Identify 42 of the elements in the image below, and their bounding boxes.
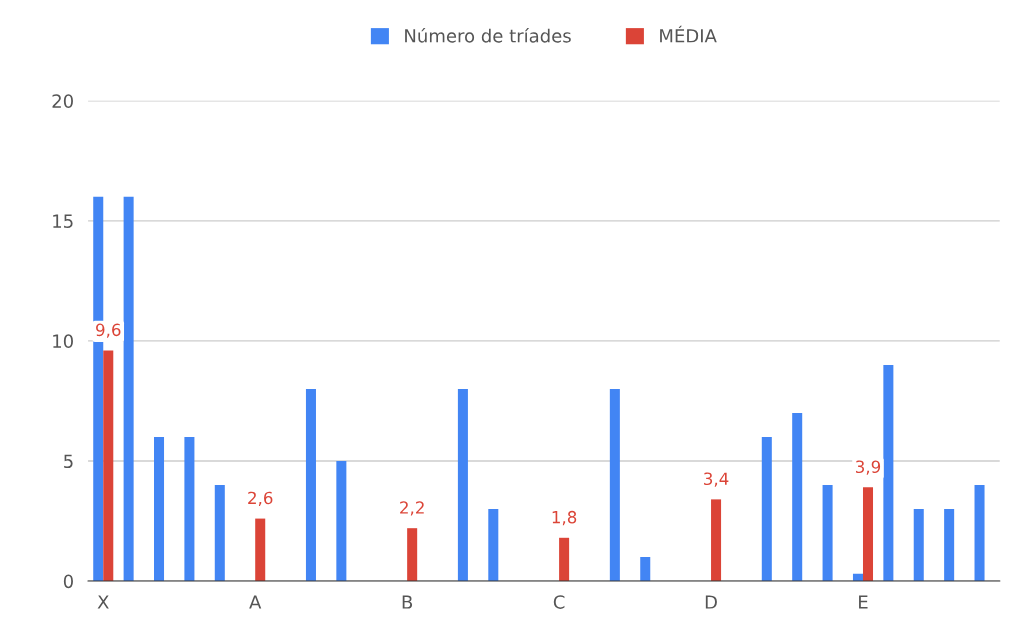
legend-label: Número de tríades bbox=[405, 27, 571, 43]
data-label: 1,8 bbox=[552, 510, 577, 526]
bar bbox=[883, 364, 894, 582]
bar bbox=[944, 508, 955, 582]
x-tick-label: X bbox=[97, 595, 109, 609]
data-label: 9,6 bbox=[96, 323, 121, 338]
bar bbox=[154, 436, 165, 582]
bar bbox=[609, 388, 620, 582]
bar bbox=[214, 484, 225, 582]
bar bbox=[559, 537, 570, 582]
bar bbox=[913, 508, 924, 582]
x-tick-label: C bbox=[553, 595, 565, 609]
data-label: 2,2 bbox=[400, 501, 424, 516]
bar bbox=[336, 460, 347, 582]
bar bbox=[792, 412, 803, 582]
legend-label: MÉDIA bbox=[660, 25, 717, 43]
bar bbox=[862, 487, 874, 582]
x-tick-label: A bbox=[249, 595, 262, 609]
bar bbox=[488, 508, 499, 582]
y-tick-label: 10 bbox=[53, 334, 73, 349]
bar bbox=[255, 518, 266, 582]
bar bbox=[457, 388, 468, 582]
bar bbox=[407, 528, 418, 582]
bar bbox=[761, 436, 772, 582]
bar bbox=[184, 436, 195, 582]
bar bbox=[711, 499, 722, 582]
x-tick-label: B bbox=[402, 595, 413, 609]
bar bbox=[123, 196, 134, 582]
bar bbox=[822, 484, 833, 582]
x-tick-label: D bbox=[705, 595, 717, 609]
bar bbox=[103, 350, 114, 582]
y-tick-label: 20 bbox=[52, 94, 73, 108]
y-tick-label: 15 bbox=[53, 214, 73, 228]
y-tick-label: 0 bbox=[63, 574, 73, 589]
y-tick-label: 5 bbox=[64, 454, 73, 469]
data-label: 2,6 bbox=[248, 491, 273, 506]
bar bbox=[640, 557, 651, 582]
x-tick-label: E bbox=[859, 595, 868, 609]
data-label: 3,9 bbox=[856, 460, 881, 475]
bar bbox=[974, 484, 985, 582]
data-label: 3,4 bbox=[704, 472, 729, 487]
bar bbox=[305, 388, 316, 582]
